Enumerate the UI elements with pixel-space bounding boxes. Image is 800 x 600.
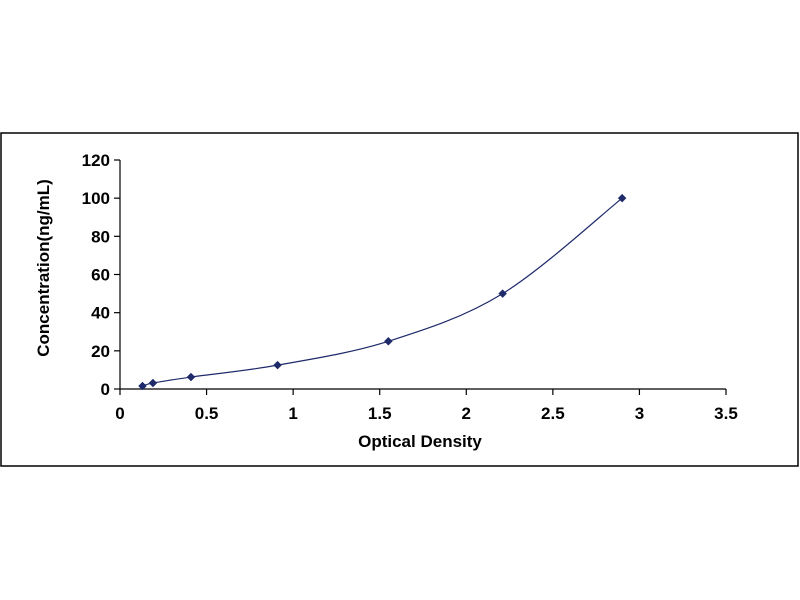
- x-tick-label: 0: [115, 404, 124, 423]
- x-tick-label: 3.5: [714, 404, 738, 423]
- data-points: [138, 193, 627, 391]
- y-tick-label: 20: [91, 342, 110, 361]
- y-tick-label: 60: [91, 266, 110, 285]
- x-tick-label: 2: [462, 404, 471, 423]
- data-point-marker: [138, 381, 147, 391]
- y-tick-label: 100: [82, 189, 110, 208]
- chart-border: [0, 132, 799, 467]
- x-tick-label: 2.5: [541, 404, 565, 423]
- y-axis: 0 20 40 60 80 100 120: [82, 151, 121, 399]
- x-tick-label: 0.5: [195, 404, 219, 423]
- data-point-marker: [498, 289, 507, 298]
- data-point-marker: [273, 360, 282, 370]
- y-tick-label: 80: [91, 227, 110, 246]
- trend-line: [142, 197, 623, 387]
- x-axis: 0 0.5 1 1.5 2 2.5 3 3.5: [115, 388, 738, 423]
- data-point-marker: [148, 378, 158, 388]
- data-point-marker: [384, 336, 393, 346]
- data-point-marker: [186, 372, 196, 382]
- y-tick-label: 120: [82, 151, 110, 170]
- y-tick-label: 40: [91, 304, 110, 323]
- data-point-marker: [617, 193, 627, 203]
- x-tick-label: 3: [635, 404, 644, 423]
- x-tick-label: 1.5: [368, 404, 392, 423]
- x-axis-title: Optical Density: [358, 432, 482, 451]
- x-tick-label: 1: [288, 404, 297, 423]
- y-tick-label: 0: [101, 380, 110, 399]
- y-axis-title: Concentration(ng/mL): [34, 179, 53, 357]
